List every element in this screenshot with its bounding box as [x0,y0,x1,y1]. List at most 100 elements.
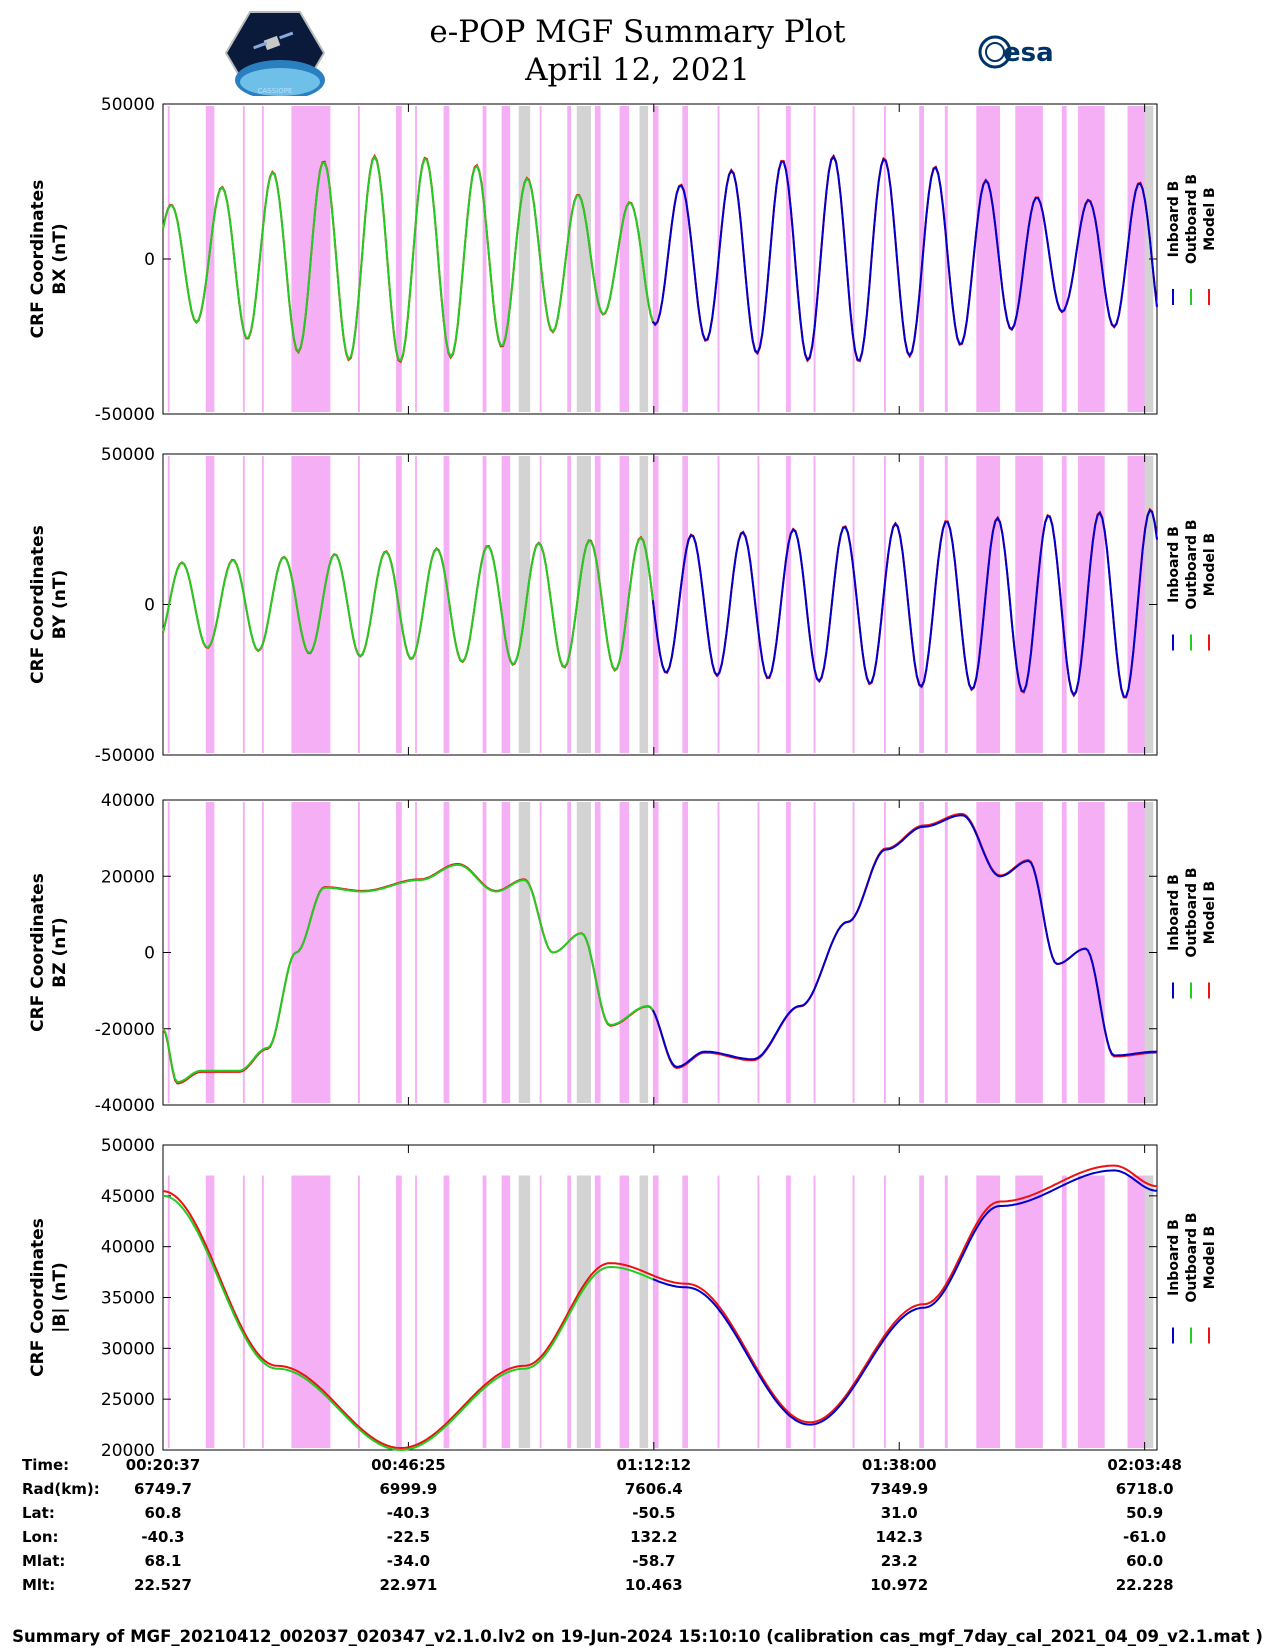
shade-gap [639,1175,649,1448]
shade-gap [518,802,531,1103]
legend-label: Inboard B [1166,181,1182,258]
shade-interval [1061,1175,1067,1448]
shade-interval [786,1175,791,1448]
ephemeris-value: 00:20:37 [126,1456,201,1474]
ephemeris-value: -22.5 [387,1528,430,1546]
y-tick-label: 50000 [101,445,155,465]
shade-interval [944,802,948,1103]
shade-interval [415,106,417,412]
ephemeris-value: -40.3 [141,1528,184,1546]
shade-interval [813,456,816,753]
shade-interval [539,1175,542,1448]
shade-interval [852,106,855,412]
shade-interval [357,1175,360,1448]
shade-interval [682,1175,689,1448]
shade-interval [567,456,572,753]
legend-label: Inboard B [1166,526,1182,603]
shade-interval [1078,802,1105,1103]
ephemeris-value: 10.463 [625,1576,683,1594]
series-inboard [651,508,1158,698]
shade-interval [396,802,402,1103]
y-tick-label: 0 [144,250,155,270]
ephemeris-value: -40.3 [387,1504,430,1522]
legend-label: Inboard B [1166,1219,1182,1296]
ephemeris-row-label: Time: [22,1456,69,1474]
y-tick-label: 30000 [101,1339,155,1359]
shade-interval [1015,106,1043,412]
y-tick-label: 50000 [101,1136,155,1156]
legend-label: Model B [1202,881,1218,944]
y-tick-label: -50000 [95,405,155,425]
y-tick-label: 20000 [101,867,155,887]
shade-interval [976,802,1001,1103]
legend-label: Model B [1202,533,1218,596]
ephemeris-value: 6749.7 [134,1480,192,1498]
shade-interval [757,1175,760,1448]
y-axis-label: CRF Coordinates [28,525,48,684]
ephemeris-value: 10.972 [870,1576,928,1594]
shade-gap [639,456,649,753]
shade-gap [1144,106,1154,412]
ephemeris-value: 6718.0 [1116,1480,1174,1498]
ephemeris-value: 22.228 [1116,1576,1174,1594]
y-tick-label: 50000 [101,95,155,115]
shade-interval [619,1175,630,1448]
ephemeris-value: 00:46:25 [371,1456,446,1474]
shade-interval [242,106,245,412]
series-outboard [162,536,654,672]
shade-gap [518,456,531,753]
series-outboard [162,863,654,1084]
y-tick-label: 25000 [101,1390,155,1410]
shade-interval [919,456,924,753]
footer-caption: Summary of MGF_20210412_002037_020347_v2… [12,1627,1263,1646]
shade-gap [518,1175,531,1448]
ephemeris-value: 60.8 [144,1504,181,1522]
shade-interval [757,456,760,753]
shade-interval [1015,802,1043,1103]
shade-interval [786,106,791,412]
shade-interval [944,1175,948,1448]
shade-interval [652,1175,659,1448]
shade-interval [482,106,487,412]
shade-interval [167,1175,170,1448]
y-axis-label: CRF Coordinates [28,1218,48,1377]
shade-interval [443,106,450,412]
ephemeris-value: 50.9 [1126,1504,1163,1522]
shade-interval [757,106,760,412]
shade-interval [1078,1175,1105,1448]
shade-interval [852,456,855,753]
y-tick-label: 40000 [101,791,155,811]
shade-interval [717,456,720,753]
esa-logo-text: esa [1003,38,1054,68]
shade-interval [884,106,886,412]
shade-interval [813,106,816,412]
shade-interval [396,106,402,412]
shade-gap [576,1175,592,1448]
ephemeris-row-label: Lon: [22,1528,59,1546]
shade-interval [813,802,816,1103]
shade-interval [717,1175,720,1448]
shade-interval [1061,456,1067,753]
panel-2: -50000 0 50000 CRF Coordinates BY (nT) Inboar… [28,445,1218,766]
shade-interval [357,456,360,753]
shade-interval [1061,106,1067,412]
shade-interval [261,1175,264,1448]
shade-interval [261,106,264,412]
shade-gap [1144,456,1154,753]
shade-interval [242,802,245,1103]
legend-label: Outboard B [1184,867,1200,957]
legend-label: Model B [1202,1226,1218,1289]
shade-interval [482,456,487,753]
shade-interval [619,802,630,1103]
shade-interval [919,1175,924,1448]
shade-interval [757,802,760,1103]
shade-interval [594,1175,601,1448]
shade-interval [919,802,924,1103]
y-tick-label: 0 [144,596,155,616]
ephemeris-value: 7349.9 [870,1480,928,1498]
shade-interval [594,106,601,412]
shade-gap [1144,1175,1154,1448]
y-tick-label: 0 [144,944,155,964]
esa-logo: esa [978,35,1054,69]
panel-3: -40000 -20000 0 20000 40000 CRF Coordinates BZ… [28,791,1218,1116]
